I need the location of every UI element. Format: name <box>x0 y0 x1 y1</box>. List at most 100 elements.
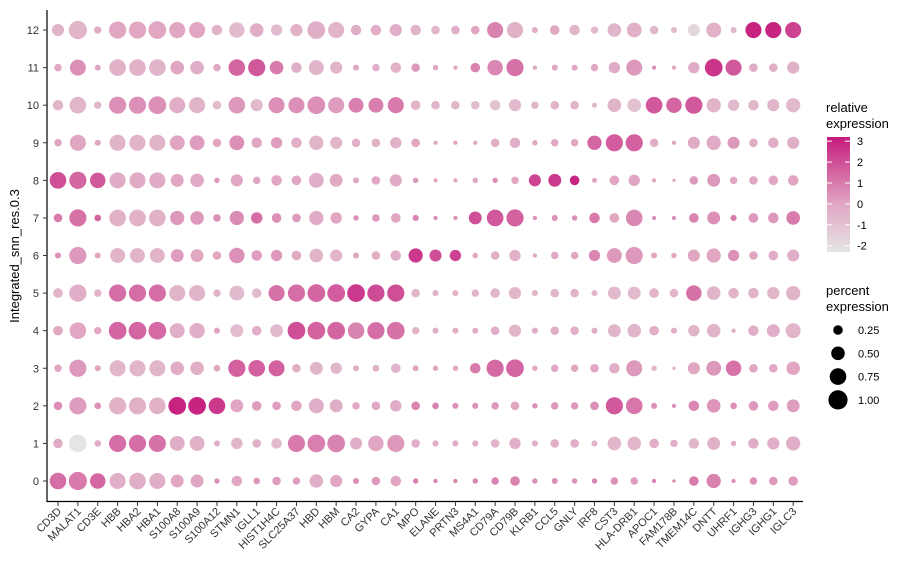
dot-ca1-cluster-0 <box>390 475 402 487</box>
dot-hba2-cluster-1 <box>128 434 147 453</box>
dot-hbd-cluster-7 <box>309 210 324 226</box>
dot-uhrf1-cluster-7 <box>730 214 737 221</box>
dot-hba2-cluster-6 <box>130 248 145 263</box>
dot-uhrf1-cluster-1 <box>730 440 737 447</box>
dot-hba1-cluster-6 <box>149 248 165 263</box>
dot-hist1h4c-cluster-6 <box>270 249 283 262</box>
dot-cd79a-cluster-10 <box>489 99 501 111</box>
dot-mpo-cluster-9 <box>411 138 420 148</box>
dot-ccl5-cluster-8 <box>548 173 562 187</box>
dot-slc25a37-cluster-5 <box>287 284 306 302</box>
dot-apoc1-cluster-1 <box>649 438 659 449</box>
dot-elane-cluster-10 <box>431 100 440 110</box>
color-legend: 3 2 1 0 -1 -2 <box>827 136 867 253</box>
dot-cd3e-cluster-12 <box>94 26 102 34</box>
dot-ighg1-cluster-0 <box>769 476 778 486</box>
dot-ms4a1-cluster-12 <box>470 25 480 35</box>
dot-hbm-cluster-8 <box>329 173 343 187</box>
dot-hbd-cluster-12 <box>307 21 326 39</box>
color-legend-title: relative expression <box>826 100 889 131</box>
dot-tmem14c-cluster-10 <box>685 96 703 114</box>
dot-cd79a-cluster-3 <box>486 359 504 377</box>
dot-gnly-cluster-11 <box>571 64 578 71</box>
dot-ca1-cluster-10 <box>387 97 404 114</box>
dot-hba1-cluster-0 <box>149 472 166 490</box>
dot-ca1-cluster-7 <box>390 213 401 223</box>
dot-ighg3-cluster-0 <box>749 477 758 485</box>
dot-tmem14c-cluster-8 <box>689 176 699 185</box>
dot-gnly-cluster-10 <box>570 100 579 110</box>
dot-hbb-cluster-12 <box>109 21 127 39</box>
dot-cd3d-cluster-9 <box>54 139 62 147</box>
dot-fam178b-cluster-9 <box>671 140 677 145</box>
dot-klrb1-cluster-2 <box>532 403 538 409</box>
dot-fam178b-cluster-1 <box>670 439 678 448</box>
dot-dntt-cluster-4 <box>706 323 721 338</box>
x-tick-labels: CD3DMALAT1CD3EHBBHBA2HBA1S100A8S100A9S10… <box>34 502 799 553</box>
dot-igll1-cluster-6 <box>251 250 262 261</box>
dot-hbm-cluster-9 <box>330 136 343 149</box>
dot-ighg3-cluster-1 <box>748 438 759 449</box>
dot-cd3e-cluster-9 <box>94 139 101 146</box>
dot-apoc1-cluster-10 <box>645 96 663 114</box>
dot-stmn1-cluster-11 <box>228 59 246 76</box>
dot-hbd-cluster-0 <box>309 474 324 488</box>
dot-malat1-cluster-6 <box>69 246 87 265</box>
dot-hbd-cluster-8 <box>308 172 324 188</box>
dot-malat1-cluster-0 <box>68 471 87 491</box>
dot-hba1-cluster-9 <box>149 134 166 151</box>
dot-slc25a37-cluster-10 <box>288 97 305 114</box>
dot-malat1-cluster-9 <box>69 134 86 151</box>
dot-gypa-cluster-3 <box>372 364 380 372</box>
dot-uhrf1-cluster-9 <box>727 136 740 149</box>
dot-ighg3-cluster-10 <box>748 99 759 111</box>
dot-klrb1-cluster-8 <box>528 174 541 187</box>
dot-cd3e-cluster-7 <box>94 214 102 222</box>
dot-ca2-cluster-10 <box>348 97 364 113</box>
dot-hla-drb1-cluster-7 <box>625 209 643 227</box>
dot-prtn3-cluster-11 <box>453 65 458 70</box>
dot-gypa-cluster-7 <box>372 214 380 222</box>
dot-hbm-cluster-0 <box>330 474 343 488</box>
dot-cd3e-cluster-4 <box>94 326 102 335</box>
dot-cd3e-cluster-11 <box>94 64 101 71</box>
dot-s100a9-cluster-3 <box>190 361 204 376</box>
dot-hbm-cluster-11 <box>330 61 343 74</box>
dot-cd3e-cluster-10 <box>94 101 102 109</box>
dot-ighg1-cluster-1 <box>767 437 780 450</box>
color-tick-label: 1 <box>857 178 863 190</box>
dot-s100a9-cluster-12 <box>189 22 206 39</box>
dot-hbd-cluster-4 <box>307 321 326 340</box>
dot-cst3-cluster-4 <box>607 324 621 338</box>
dot-s100a8-cluster-4 <box>169 323 185 339</box>
dot-hla-drb1-cluster-0 <box>630 477 638 485</box>
dot-cst3-cluster-9 <box>605 134 623 152</box>
dot-slc25a37-cluster-9 <box>291 137 302 149</box>
dot-igll1-cluster-2 <box>251 401 262 411</box>
dot-hla-drb1-cluster-2 <box>625 397 643 415</box>
dot-ms4a1-cluster-3 <box>470 363 481 374</box>
y-tick-label: 4 <box>33 326 39 338</box>
dot-s100a12-cluster-0 <box>214 478 220 484</box>
dot-mpo-cluster-10 <box>410 100 421 110</box>
dot-cst3-cluster-1 <box>607 436 622 451</box>
dot-hist1h4c-cluster-8 <box>271 175 282 186</box>
size-legend-title: percent expression <box>826 283 889 314</box>
dot-ms4a1-cluster-8 <box>472 177 478 184</box>
dot-iglc3-cluster-2 <box>786 399 800 413</box>
dot-cst3-cluster-7 <box>609 213 620 223</box>
dot-iglc3-cluster-11 <box>787 61 800 74</box>
dot-slc25a37-cluster-2 <box>291 400 302 412</box>
dot-cd79b-cluster-8 <box>511 176 519 185</box>
dot-hla-drb1-cluster-11 <box>626 59 643 76</box>
y-tick-label: 1 <box>33 438 39 450</box>
dot-prtn3-cluster-2 <box>452 402 459 409</box>
dot-ca2-cluster-2 <box>352 402 360 410</box>
dot-cd3d-cluster-6 <box>54 252 62 259</box>
dot-cd3e-cluster-6 <box>94 252 101 259</box>
dot-hbd-cluster-3 <box>309 361 323 375</box>
dot-hbm-cluster-7 <box>330 212 342 224</box>
size-legend-items: 0.25 0.50 0.75 1.00 <box>828 325 879 410</box>
dot-fam178b-cluster-3 <box>672 366 676 370</box>
dot-ms4a1-cluster-2 <box>472 402 479 409</box>
